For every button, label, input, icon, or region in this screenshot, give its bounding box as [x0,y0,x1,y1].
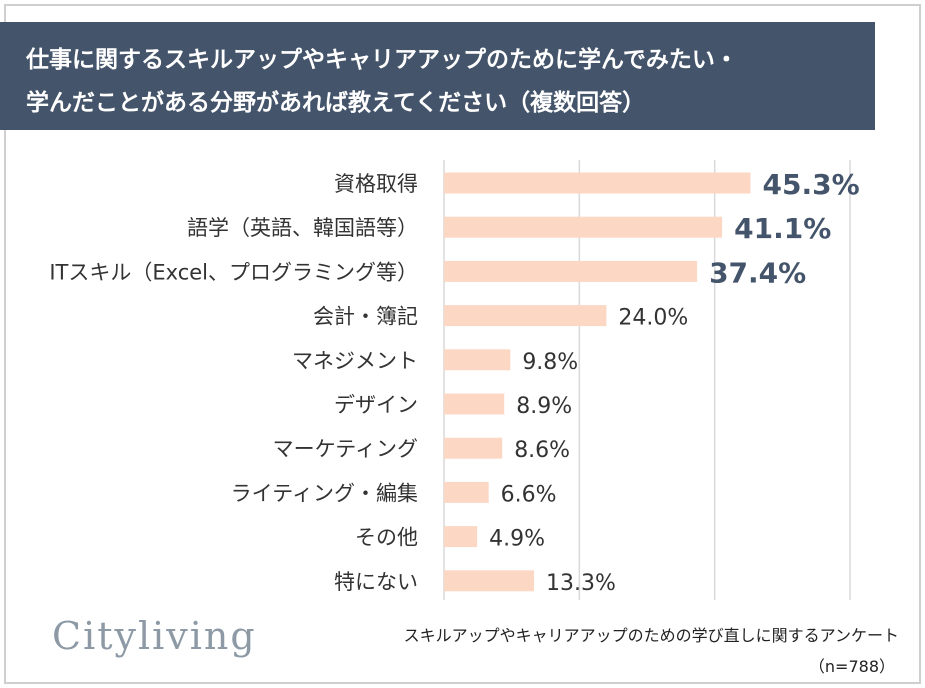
title-banner: 仕事に関するスキルアップやキャリアアップのために学んでみたい・ 学んだことがある… [0,22,875,130]
value-label: 37.4% [709,256,806,289]
category-label: マーケティング [273,437,418,461]
category-label: ITスキル（Excel、プログラミング等） [49,260,418,284]
bar [444,172,751,194]
value-label: 8.6% [514,438,570,463]
category-label: 会計・簿記 [313,305,418,329]
bar [444,349,511,371]
bar [444,437,503,459]
sample-size: （n=788） [808,657,895,676]
category-label: ライティング・編集 [231,481,418,505]
cityliving-logo: Cityliving [52,614,257,658]
bar [444,570,534,592]
bar [444,216,723,238]
value-label: 45.3% [763,168,860,201]
category-label: その他 [355,526,418,550]
value-label: 13.3% [546,571,616,596]
category-label: 語学（英語、韓国語等） [187,216,418,240]
value-label: 41.1% [734,212,831,245]
value-label: 24.0% [618,306,688,331]
survey-name: スキルアップやキャリアアップのための学び直しに関するアンケート [403,626,899,645]
category-label: 資格取得 [334,172,418,196]
category-label: デザイン [334,393,418,417]
bar [444,393,505,415]
category-label: 特にない [334,570,418,594]
value-label: 9.8% [522,350,578,375]
value-label: 8.9% [516,394,572,419]
bar [444,305,607,327]
value-label: 6.6% [501,482,557,507]
category-label: マネジメント [292,349,418,373]
title-line-2: 学んだことがある分野があれば教えてください（複数回答） [26,90,646,116]
bar [444,526,478,548]
bar [444,481,489,503]
bar [444,260,698,282]
value-label: 4.9% [489,527,545,552]
title-line-1: 仕事に関するスキルアップやキャリアアップのために学んでみたい・ [26,47,738,73]
